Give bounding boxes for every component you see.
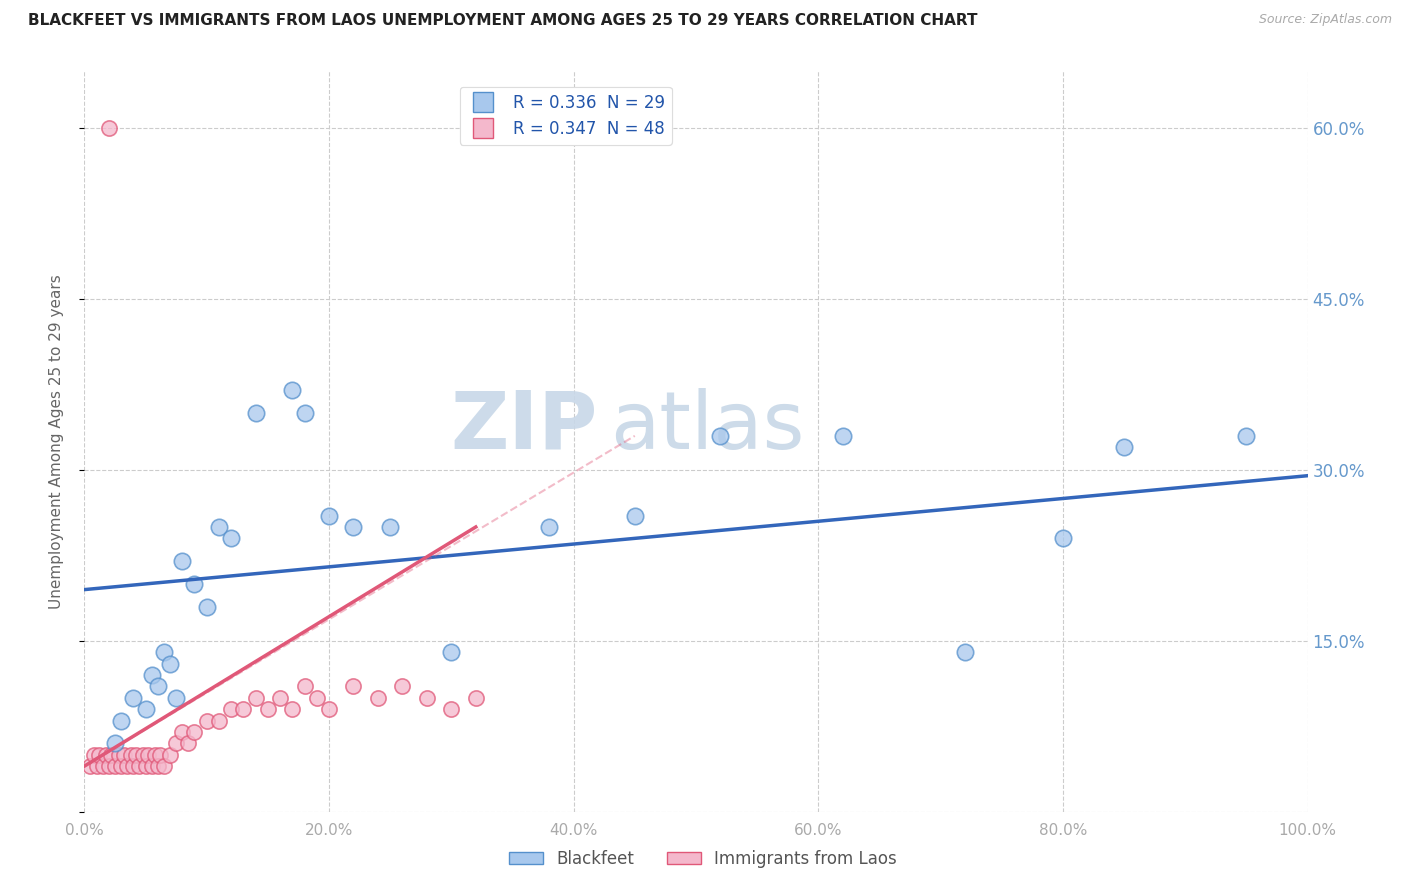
Point — [281, 702, 304, 716]
Text: BLACKFEET VS IMMIGRANTS FROM LAOS UNEMPLOYMENT AMONG AGES 25 TO 29 YEARS CORRELA: BLACKFEET VS IMMIGRANTS FROM LAOS UNEMPL… — [28, 13, 977, 29]
Point — [245, 406, 267, 420]
Point — [380, 520, 402, 534]
Point — [1236, 429, 1258, 443]
Point — [107, 747, 129, 762]
Point — [219, 532, 242, 546]
Point — [416, 690, 439, 705]
Text: Source: ZipAtlas.com: Source: ZipAtlas.com — [1258, 13, 1392, 27]
Point — [146, 759, 169, 773]
Point — [208, 714, 231, 728]
Point — [135, 759, 157, 773]
Point — [91, 759, 114, 773]
Point — [96, 747, 118, 762]
Point — [294, 406, 316, 420]
Point — [165, 690, 187, 705]
Point — [245, 690, 267, 705]
Point — [464, 690, 486, 705]
Text: atlas: atlas — [610, 388, 804, 466]
Point — [132, 747, 155, 762]
Point — [219, 702, 242, 716]
Point — [141, 668, 163, 682]
Point — [141, 759, 163, 773]
Point — [831, 429, 853, 443]
Point — [97, 759, 120, 773]
Point — [125, 747, 148, 762]
Point — [709, 429, 731, 443]
Point — [104, 759, 127, 773]
Point — [305, 690, 328, 705]
Point — [391, 680, 413, 694]
Point — [87, 747, 110, 762]
Point — [172, 554, 194, 568]
Point — [112, 747, 135, 762]
Point — [136, 747, 159, 762]
Point — [177, 736, 200, 750]
Point — [122, 759, 145, 773]
Point — [104, 736, 127, 750]
Point — [440, 645, 463, 659]
Point — [342, 680, 364, 694]
Point — [146, 680, 169, 694]
Point — [367, 690, 389, 705]
Point — [100, 747, 122, 762]
Point — [165, 736, 187, 750]
Point — [318, 702, 340, 716]
Point — [624, 508, 647, 523]
Y-axis label: Unemployment Among Ages 25 to 29 years: Unemployment Among Ages 25 to 29 years — [49, 274, 63, 609]
Point — [153, 759, 176, 773]
Point — [143, 747, 166, 762]
Point — [86, 759, 108, 773]
Point — [953, 645, 976, 659]
Legend: R = 0.336  N = 29, R = 0.347  N = 48: R = 0.336 N = 29, R = 0.347 N = 48 — [460, 87, 672, 145]
Point — [342, 520, 364, 534]
Point — [281, 384, 304, 398]
Text: ZIP: ZIP — [451, 388, 598, 466]
Point — [110, 714, 132, 728]
Legend: Blackfeet, Immigrants from Laos: Blackfeet, Immigrants from Laos — [503, 844, 903, 875]
Point — [232, 702, 254, 716]
Point — [195, 599, 218, 614]
Point — [183, 725, 205, 739]
Point — [97, 121, 120, 136]
Point — [149, 747, 172, 762]
Point — [294, 680, 316, 694]
Point — [83, 747, 105, 762]
Point — [1052, 532, 1074, 546]
Point — [135, 702, 157, 716]
Point — [110, 759, 132, 773]
Point — [257, 702, 280, 716]
Point — [208, 520, 231, 534]
Point — [269, 690, 291, 705]
Point — [159, 657, 181, 671]
Point — [440, 702, 463, 716]
Point — [153, 645, 176, 659]
Point — [79, 759, 101, 773]
Point — [538, 520, 561, 534]
Point — [115, 759, 138, 773]
Point — [1114, 440, 1136, 454]
Point — [159, 747, 181, 762]
Point — [172, 725, 194, 739]
Point — [195, 714, 218, 728]
Point — [318, 508, 340, 523]
Point — [128, 759, 150, 773]
Point — [183, 577, 205, 591]
Point — [120, 747, 142, 762]
Point — [122, 690, 145, 705]
